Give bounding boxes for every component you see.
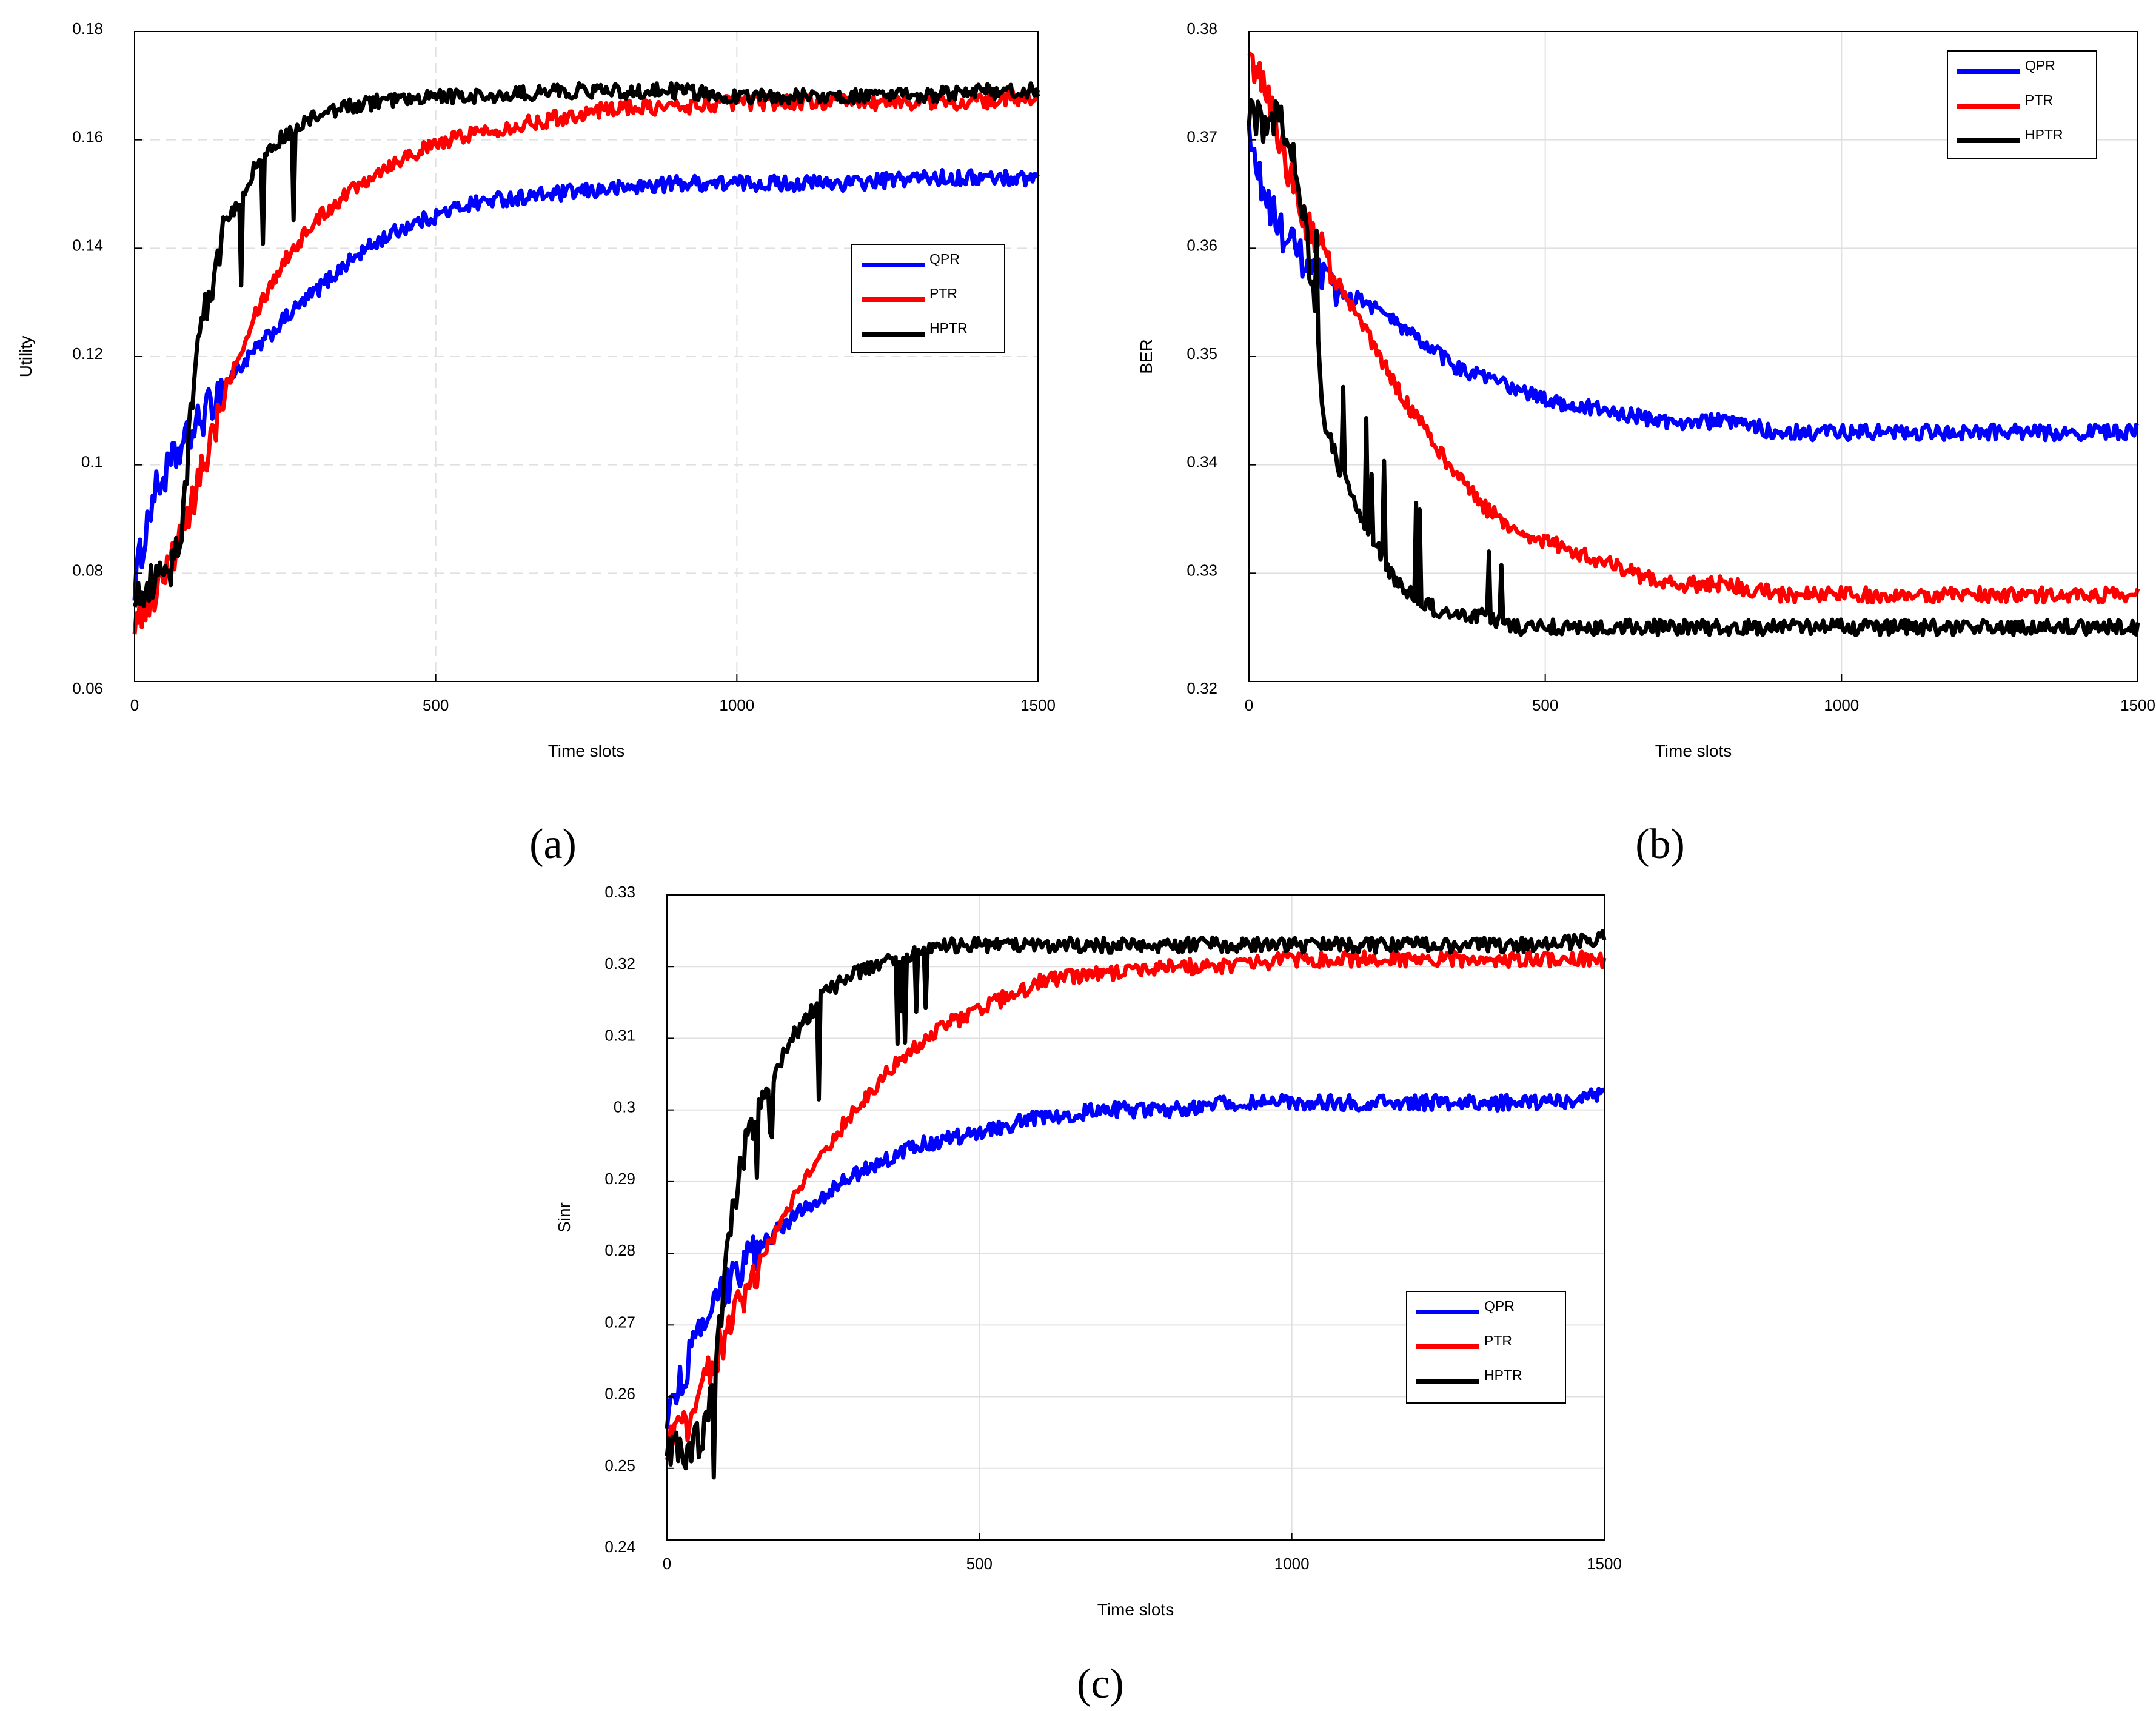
- y-tick-label: 0.3: [614, 1098, 635, 1116]
- y-tick-label: 0.24: [604, 1538, 635, 1556]
- legend-label-ptr: PTR: [1484, 1333, 1512, 1348]
- y-tick-label: 0.14: [72, 236, 103, 254]
- y-tick-label: 0.31: [604, 1026, 635, 1044]
- x-tick-label: 1500: [1020, 696, 1056, 714]
- panel-label: (a): [529, 821, 577, 868]
- y-tick-label: 0.12: [72, 344, 103, 363]
- series-line-ptr: [1247, 51, 2140, 605]
- y-tick-label: 0.08: [72, 561, 103, 579]
- y-axis-label: Utility: [16, 336, 35, 377]
- y-tick-label: 0.38: [1187, 19, 1217, 38]
- series-line-qpr: [665, 1087, 1605, 1430]
- legend: QPR PTR HPTR: [1947, 50, 2097, 159]
- x-axis-label: Time slots: [1097, 1600, 1174, 1619]
- x-tick-label: 0: [130, 696, 139, 714]
- series-line-hptr: [665, 929, 1607, 1480]
- y-tick-label: 0.28: [604, 1241, 635, 1259]
- y-axis-label: Sinr: [555, 1202, 574, 1233]
- series-line-qpr: [132, 167, 1040, 601]
- plot-area: [666, 894, 1605, 1541]
- x-axis-label: Time slots: [548, 742, 625, 760]
- y-tick-label: 0.29: [604, 1170, 635, 1188]
- legend-label-qpr: QPR: [2025, 58, 2055, 73]
- y-tick-label: 0.34: [1187, 453, 1217, 471]
- x-tick-label: 1500: [1587, 1555, 1622, 1573]
- x-tick-label: 1000: [1274, 1555, 1310, 1573]
- y-tick-label: 0.16: [72, 128, 103, 146]
- y-tick-label: 0.32: [1187, 679, 1217, 697]
- legend-label-qpr: QPR: [1484, 1298, 1515, 1314]
- panel-label: (c): [1077, 1661, 1124, 1707]
- x-tick-label: 1000: [719, 696, 754, 714]
- y-tick-label: 0.26: [604, 1385, 635, 1403]
- legend-label-ptr: PTR: [929, 286, 957, 301]
- legend: QPR PTR HPTR: [851, 244, 1005, 353]
- y-tick-label: 0.33: [604, 883, 635, 901]
- chart-3: 0 500 1000 1500 0.24 0.25 0.26 0.27 0.28 0.29 0.3 0…: [555, 883, 1622, 1707]
- legend-label-qpr: QPR: [929, 251, 960, 267]
- legend: QPR PTR HPTR: [1406, 1291, 1566, 1404]
- x-tick-label: 1000: [1824, 696, 1859, 714]
- panel-label: (b): [1635, 821, 1685, 868]
- y-tick-label: 0.06: [72, 679, 103, 697]
- legend-label-ptr: PTR: [2025, 92, 2053, 108]
- series-line-hptr: [132, 81, 1040, 609]
- series-line-ptr: [132, 89, 1040, 635]
- x-tick-label: 500: [423, 696, 449, 714]
- x-tick-label: 1500: [2120, 696, 2155, 714]
- y-tick-label: 0.27: [604, 1313, 635, 1331]
- x-tick-label: 0: [663, 1555, 671, 1573]
- legend-label-hptr: HPTR: [929, 320, 968, 336]
- legend-label-hptr: HPTR: [1484, 1367, 1522, 1383]
- y-tick-label: 0.25: [604, 1456, 635, 1475]
- y-tick-label: 0.35: [1187, 344, 1217, 363]
- y-tick-label: 0.32: [604, 954, 635, 973]
- x-tick-label: 500: [966, 1555, 993, 1573]
- x-tick-label: 0: [1245, 696, 1253, 714]
- x-tick-label: 500: [1532, 696, 1558, 714]
- legend-label-hptr: HPTR: [2025, 127, 2063, 142]
- x-axis-label: Time slots: [1655, 742, 1732, 760]
- series-line-qpr: [1247, 124, 2140, 443]
- y-tick-label: 0.36: [1187, 236, 1217, 254]
- chart-2: 0 500 1000 1500 0.32 0.33 0.34 0.35 0.36 0.37 0.38…: [1137, 19, 2155, 868]
- y-tick-label: 0.33: [1187, 561, 1217, 579]
- chart-1: 0 500 1000 1500 0.06 0.08 0.1 0.12 0.14 0.16 0.18 T…: [16, 19, 1056, 868]
- y-tick-label: 0.37: [1187, 128, 1217, 146]
- y-tick-label: 0.18: [72, 19, 103, 38]
- y-tick-label: 0.1: [81, 453, 103, 471]
- series-line-ptr: [665, 949, 1607, 1461]
- series-line-hptr: [1247, 98, 2140, 637]
- y-axis-label: BER: [1137, 339, 1156, 374]
